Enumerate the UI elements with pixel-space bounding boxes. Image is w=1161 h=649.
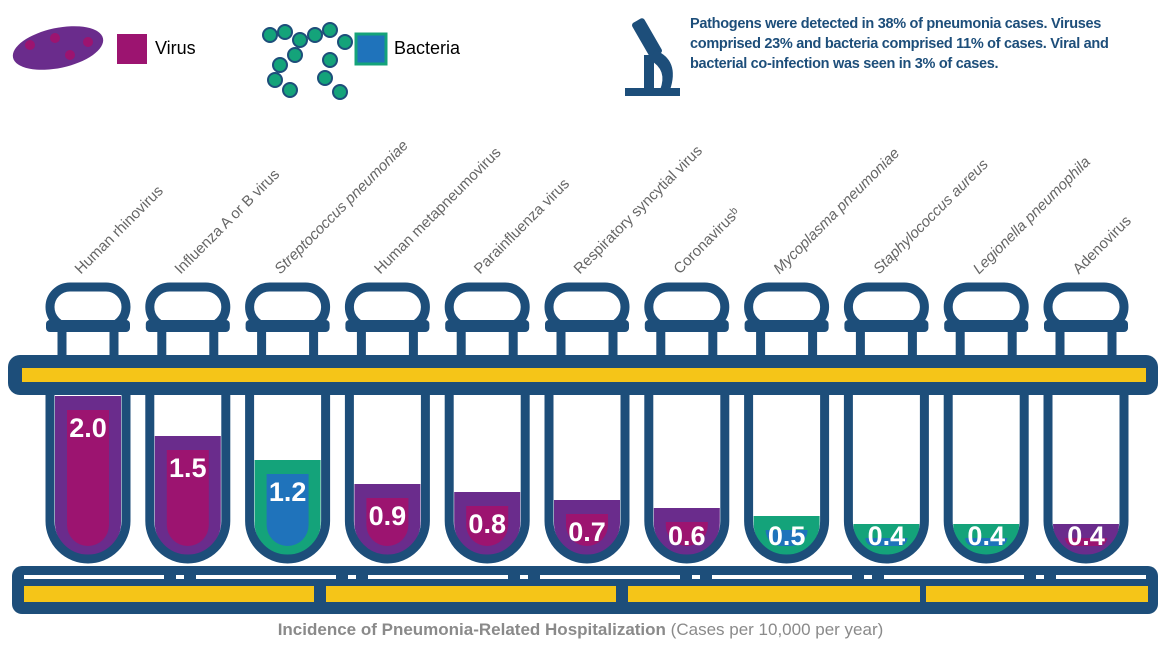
tube-neck [656,332,718,356]
value-label: 0.5 [768,521,806,551]
tube-cap-band [345,320,430,332]
rack-bottom-stripe [628,586,920,602]
legend-label: Bacteria [394,38,461,58]
value-label: 0.7 [568,517,606,547]
tube-cap-band [46,320,130,332]
x-axis-title: Incidence of Pneumonia-Related Hospitali… [277,620,666,639]
x-tick-label: Coronavirusᵇ [670,204,743,277]
x-axis-label: Incidence of Pneumonia-Related Hospitali… [0,620,1161,640]
legend-swatch [354,32,388,66]
bar-inner [366,498,409,546]
value-label: 0.4 [1067,521,1105,551]
tube-cap-band [245,320,330,332]
tube-body [644,395,730,564]
tube-cap-band [744,320,829,332]
tube-neck [955,332,1017,356]
tube-cap-band [545,320,629,332]
tube-neck [356,332,418,356]
rack-top-stripe [22,368,1146,382]
tube-cap-band [145,320,230,332]
tube-cap-band [445,320,530,332]
value-label: 0.4 [967,521,1005,551]
rack-bottom-stripe [926,586,1148,602]
tube-body [1043,395,1129,564]
tube-cap-band [944,320,1029,332]
rack-bottom-stripe [326,586,616,602]
bar-inner [466,506,509,546]
tube-body [444,395,530,564]
tube-neck [556,332,618,356]
value-label: 0.4 [868,521,906,551]
tube-neck [456,332,518,356]
bacteria-icon [262,22,353,100]
tube-body [45,395,131,564]
annotation: Pathogens were detected in 38% of pneumo… [690,16,1109,72]
tube-body [843,395,929,564]
bar-inner [166,450,209,546]
bar-inner [266,474,309,546]
x-tick-label: Staphylococcus aureus [870,156,992,278]
tube-body [943,395,1029,564]
bar-inner [1065,538,1107,546]
tube-neck [57,332,119,356]
tube-body [145,395,231,564]
tube-neck [855,332,917,356]
bar-inner [566,514,608,546]
tube-neck [157,332,219,356]
bar-inner [965,538,1008,546]
bar-inner [765,530,808,546]
x-tick-label: Influenza A or B virus [171,166,283,278]
x-axis-unit: (Cases per 10,000 per year) [670,620,884,639]
x-tick-label: Parainfluenza virus [471,175,573,277]
value-label: 2.0 [69,413,107,443]
x-tick-label: Adenovirus [1070,213,1135,278]
rack-bottom-stripe [24,586,314,602]
virus-icon [12,26,104,70]
value-label: 0.9 [369,501,407,531]
bar-inner [865,538,908,546]
legend-label: Virus [155,38,196,58]
tube-body [344,395,430,564]
value-label: 1.5 [169,453,207,483]
tube-neck [756,332,818,356]
bar-inner [665,522,708,546]
tube-cap-band [844,320,929,332]
tube-body [744,395,830,564]
tube-body [544,395,630,564]
tube-cap-band [644,320,729,332]
x-tick-label: Human rhinovirus [72,182,167,277]
tube-body [245,395,331,564]
tube-neck [257,332,319,356]
value-label: 1.2 [269,477,307,507]
tube-cap-band [1044,320,1128,332]
microscope-icon [625,18,680,96]
value-label: 0.6 [668,521,706,551]
bar-inner [67,410,109,546]
tube-neck [1055,332,1117,356]
value-label: 0.8 [468,509,506,539]
legend-swatch [117,34,147,64]
